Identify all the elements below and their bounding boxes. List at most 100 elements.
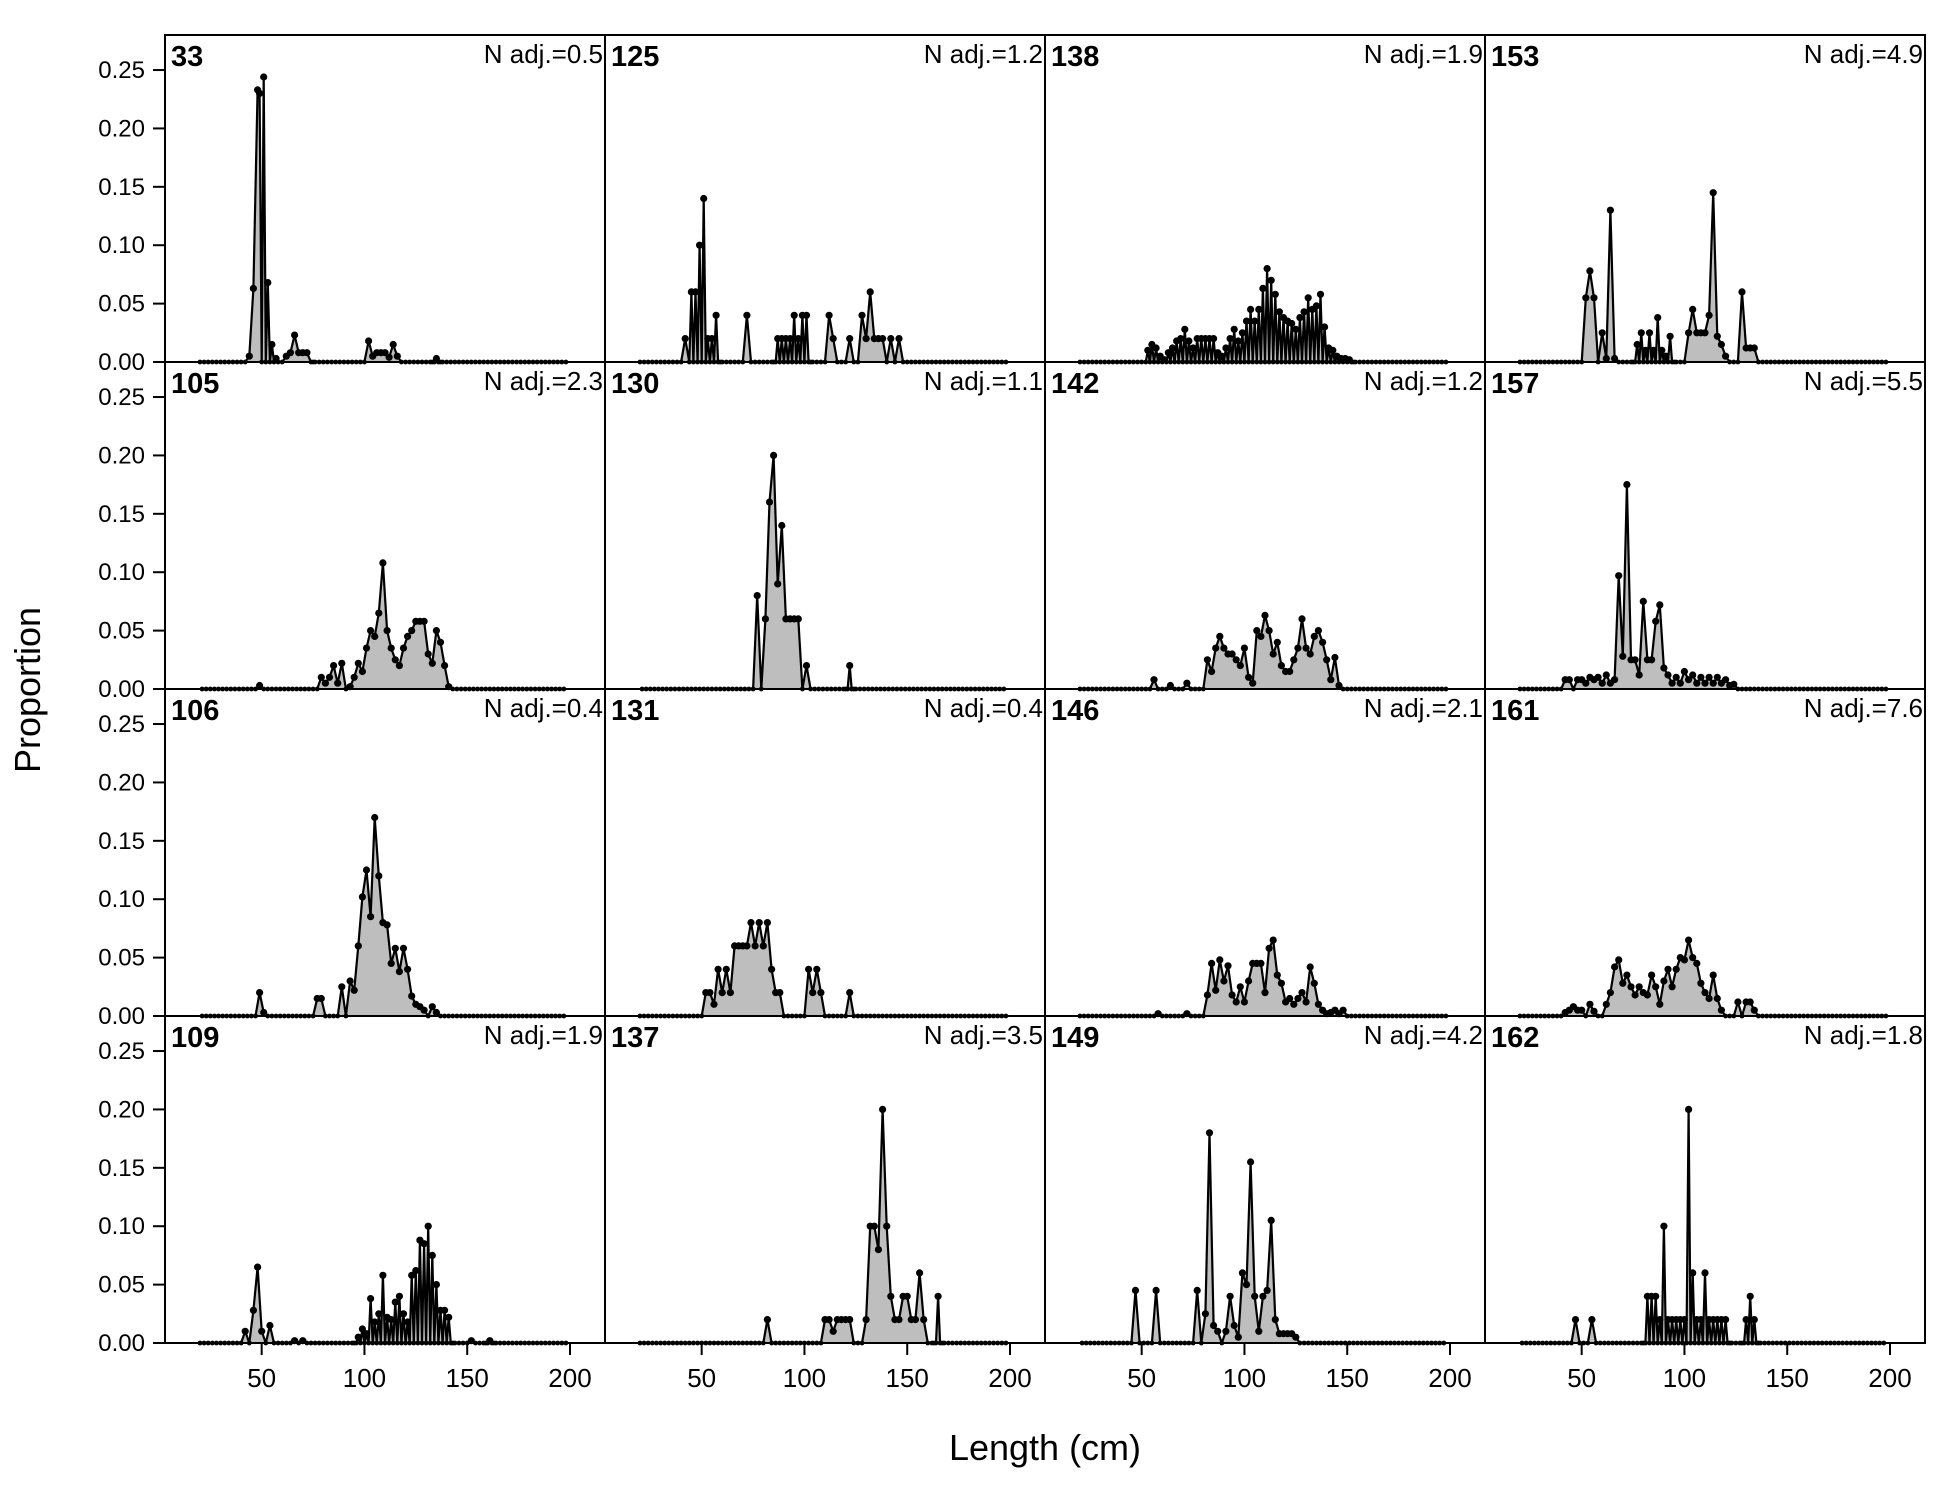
data-point [794,335,802,343]
data-point [1212,986,1220,994]
panel-nadj-label: N adj.=7.6 [1804,693,1923,723]
area-fill-142 [1080,615,1446,689]
data-point [334,679,342,687]
data-point [1183,679,1191,687]
y-tick-label: 0.05 [98,291,145,318]
data-point [1746,1292,1754,1300]
data-point [1267,276,1275,284]
data-point [404,632,412,641]
data-point [1668,679,1676,687]
x-tick-label: 50 [247,1363,276,1393]
data-point [696,241,704,249]
y-tick-label: 0.05 [98,1272,145,1299]
data-point [1660,664,1668,672]
data-point [1216,956,1224,964]
data-point [681,335,689,343]
data-point [1606,206,1614,214]
data-point [420,617,428,625]
data-point [1277,979,1285,987]
data-point [260,1008,268,1017]
data-point [387,1316,395,1324]
data-point [249,284,257,292]
data-point [1672,965,1680,973]
data-point [726,989,735,997]
data-point [420,1240,428,1248]
data-point [920,1316,928,1324]
data-point [387,644,395,652]
data-point [1631,656,1639,664]
panel-nadj-label: N adj.=1.9 [1364,39,1483,69]
data-point [350,986,358,994]
data-point [1255,1327,1263,1335]
x-tick-label: 100 [783,1363,826,1393]
data-point [375,1310,383,1318]
data-point [1680,1316,1688,1324]
data-point [1259,1292,1267,1300]
data-point [1713,994,1721,1003]
data-point [1201,1310,1209,1318]
data-point [391,1298,399,1306]
data-point [1705,994,1713,1003]
data-point [379,1271,387,1279]
data-point [1273,971,1281,979]
data-point [1168,344,1177,352]
panel-nadj-label: N adj.=0.4 [924,693,1043,723]
data-point [1627,983,1635,991]
data-point [358,893,366,901]
data-point [381,349,389,357]
panel-id-label: 33 [171,41,203,73]
data-point [1226,1292,1234,1300]
area-fill-161 [1520,940,1886,1016]
y-tick-label: 0.00 [98,1330,145,1357]
data-point [387,959,395,968]
data-point [805,965,813,973]
data-point [883,1222,891,1230]
data-point [350,673,358,681]
data-point [424,650,432,658]
data-point [1247,1158,1255,1166]
data-point [1234,337,1242,345]
data-point [1286,994,1294,1003]
data-point [1292,1333,1300,1341]
panel-nadj-label: N adj.=3.5 [924,1020,1043,1050]
panel-125: 125 N adj.=1.2 [604,34,1046,365]
data-point [770,451,778,459]
data-point [354,1333,362,1341]
data-point [1693,679,1701,687]
data-point [1571,1316,1580,1324]
data-point [1623,481,1631,489]
data-point [1314,1000,1322,1008]
data-point [1658,346,1666,354]
x-tick-label: 50 [687,1363,716,1393]
data-point [768,965,776,973]
panel-142: 142 N adj.=1.2 [1044,361,1486,692]
data-point [1611,676,1619,684]
y-tick-label: 0.05 [98,618,145,645]
data-point [1672,673,1680,681]
data-point [256,989,264,997]
area-fill-137 [640,1109,1006,1343]
panel-149: 149 N adj.=4.2 [1044,1015,1486,1346]
data-point [1666,332,1674,340]
data-point [1738,288,1746,296]
panel-frame [1484,688,1926,1017]
data-point [1242,317,1251,325]
data-point [241,1327,249,1335]
data-point [1664,671,1672,679]
data-point [1697,1316,1705,1324]
data-point [1701,679,1709,687]
panel-146: 146 N adj.=2.1 [1044,688,1486,1019]
data-point [786,335,794,343]
x-tick-label: 50 [1567,1363,1596,1393]
panel-id-label: 161 [1491,695,1539,727]
data-point [441,1306,449,1314]
panel-id-label: 157 [1491,368,1539,400]
data-point [1598,329,1606,337]
data-point [765,498,774,506]
data-point [1228,991,1236,999]
data-point [362,644,371,652]
x-tick-label: 200 [1428,1363,1471,1393]
data-point [371,813,379,822]
data-point [266,1321,274,1330]
data-point [743,311,751,319]
